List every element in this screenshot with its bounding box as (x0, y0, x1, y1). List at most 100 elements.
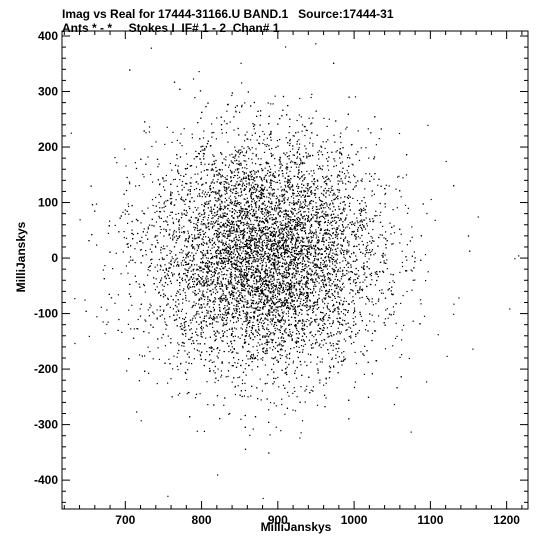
data-point (234, 316, 236, 318)
data-point (219, 285, 221, 288)
data-point (193, 301, 195, 303)
data-point (173, 230, 176, 232)
data-point (324, 279, 326, 281)
data-point (357, 291, 359, 293)
data-point (193, 277, 195, 279)
data-point (253, 242, 256, 244)
data-point (241, 296, 244, 298)
data-point (214, 301, 216, 303)
data-point (337, 180, 339, 182)
data-point (285, 244, 287, 246)
data-point (327, 177, 330, 179)
data-point (302, 329, 304, 331)
data-point (274, 235, 276, 237)
data-point (196, 283, 198, 285)
data-point (238, 149, 240, 151)
data-point (165, 267, 167, 270)
data-point (306, 271, 308, 273)
data-point (143, 283, 145, 285)
data-point (276, 195, 278, 197)
data-point (226, 336, 228, 338)
data-point (208, 195, 210, 197)
data-point (259, 278, 261, 281)
data-point (210, 359, 212, 361)
data-point (197, 221, 199, 223)
data-point (179, 179, 181, 181)
data-point (158, 291, 160, 293)
data-point (256, 201, 258, 203)
data-point (275, 247, 278, 249)
data-point (222, 214, 224, 216)
data-point (274, 308, 276, 310)
data-point (245, 374, 247, 376)
data-point (204, 163, 206, 165)
data-point (280, 163, 282, 165)
data-point (351, 163, 353, 165)
data-point (260, 230, 262, 232)
data-point (253, 318, 255, 320)
data-point (339, 189, 341, 191)
data-point (320, 215, 322, 218)
data-point (187, 240, 189, 242)
data-point (344, 257, 346, 260)
data-point (267, 239, 269, 241)
data-point (400, 196, 402, 198)
data-point (261, 325, 263, 327)
data-point (277, 313, 279, 315)
data-point (327, 336, 329, 338)
data-point (172, 273, 174, 275)
data-point (221, 265, 223, 267)
data-point (386, 308, 388, 310)
data-point (181, 212, 183, 214)
data-point (156, 318, 158, 320)
data-point (273, 195, 275, 197)
data-point (221, 132, 223, 134)
data-point (401, 329, 403, 331)
data-point (303, 162, 305, 164)
data-point (203, 261, 205, 264)
data-point (304, 245, 306, 247)
data-point (195, 188, 198, 190)
data-point (347, 224, 349, 226)
data-point (301, 175, 303, 177)
data-point (306, 313, 308, 315)
data-point (184, 272, 186, 275)
data-point (227, 286, 229, 289)
data-point (257, 170, 259, 172)
data-point (312, 312, 314, 314)
data-point (318, 208, 320, 210)
data-point (360, 208, 362, 210)
data-point (199, 280, 201, 282)
data-point (152, 204, 154, 207)
data-point (337, 247, 339, 249)
data-point (299, 257, 301, 259)
data-point (272, 297, 274, 300)
data-point (392, 243, 394, 245)
data-point (207, 298, 209, 300)
data-point (290, 280, 292, 282)
data-point (222, 340, 224, 342)
data-point (310, 230, 312, 232)
data-point (217, 199, 219, 201)
data-point (307, 252, 309, 254)
data-point (229, 234, 231, 236)
data-point (147, 274, 149, 276)
data-point (132, 233, 134, 236)
data-point (238, 168, 240, 170)
data-point (259, 283, 262, 285)
data-point (291, 249, 293, 251)
data-point (269, 182, 271, 184)
data-point (262, 240, 264, 242)
data-point (311, 241, 313, 243)
data-point (199, 212, 201, 214)
data-point (249, 218, 251, 220)
data-point (268, 313, 271, 315)
data-point (248, 184, 250, 186)
data-point (246, 267, 248, 269)
data-point (237, 248, 239, 250)
data-point (232, 257, 234, 259)
data-point (233, 213, 236, 215)
data-point (228, 283, 230, 286)
data-point (221, 128, 223, 131)
data-point (316, 235, 318, 237)
